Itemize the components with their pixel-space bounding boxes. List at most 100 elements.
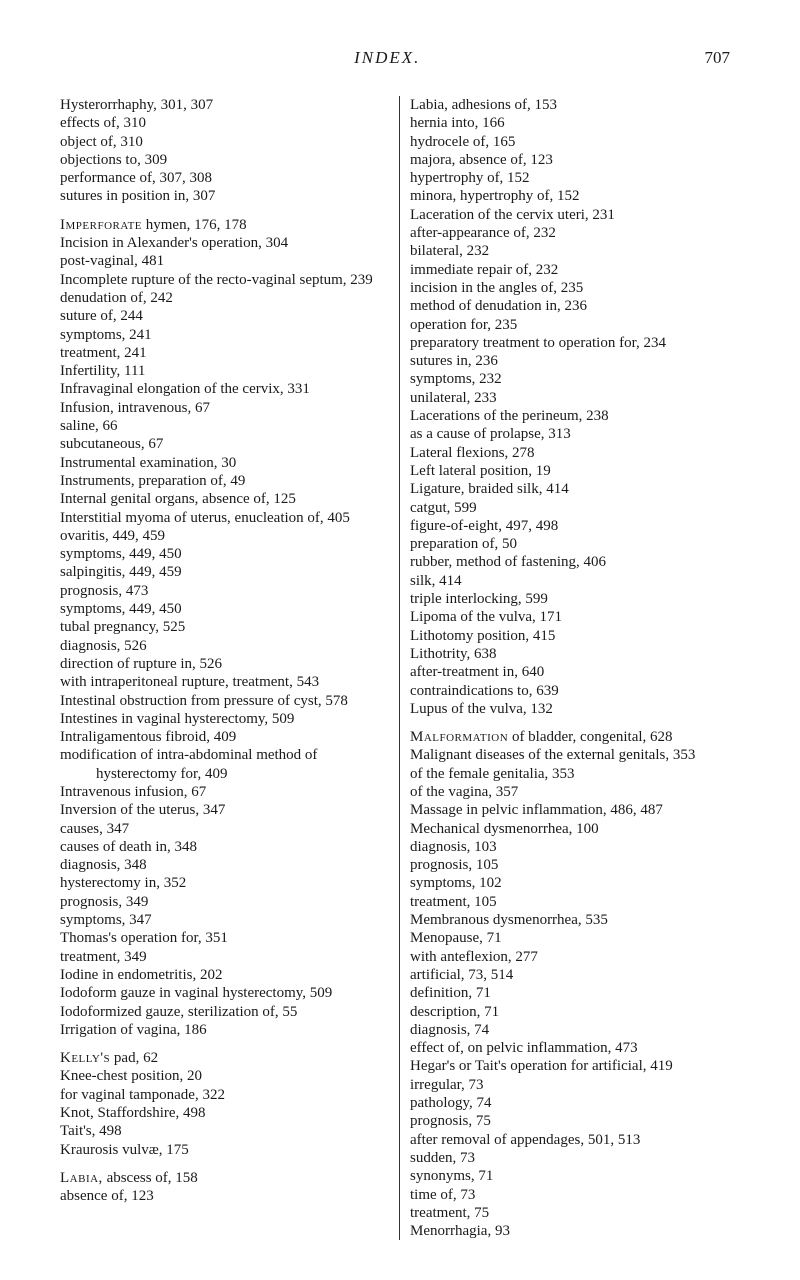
index-entry: Iodine in endometritis, 202 <box>60 966 393 984</box>
index-entry: Hegar's or Tait's operation for arti­fic… <box>410 1057 740 1075</box>
entry-text: hymen, 176, 178 <box>142 217 247 233</box>
index-entry: preparatory treatment to opera­tion for,… <box>410 334 740 352</box>
index-entry: Ligature, braided silk, 414 <box>410 480 740 498</box>
index-entry: Instrumental examination, 30 <box>60 454 393 472</box>
index-entry: time of, 73 <box>410 1186 740 1204</box>
index-entry: method of denudation in, 236 <box>410 297 740 315</box>
index-entry: pathology, 74 <box>410 1094 740 1112</box>
index-entry: Intestines in vaginal hysterectomy, 509 <box>60 710 393 728</box>
index-entry: diagnosis, 348 <box>60 856 393 874</box>
entry-lead: Labia, <box>60 1170 103 1186</box>
index-entry: Mechanical dysmenorrhea, 100 <box>410 820 740 838</box>
index-entry: sudden, 73 <box>410 1149 740 1167</box>
entry-lead: Malformation <box>410 729 508 745</box>
index-entry: treatment, 105 <box>410 893 740 911</box>
section-gap <box>60 1039 393 1049</box>
index-entry: hysterectomy in, 352 <box>60 874 393 892</box>
index-entry: prognosis, 75 <box>410 1112 740 1130</box>
index-entry: Membranous dysmenorrhea, 535 <box>410 911 740 929</box>
entry-text: abscess of, 158 <box>103 1170 198 1186</box>
index-entry: unilateral, 233 <box>410 389 740 407</box>
index-entry: salpingitis, 449, 459 <box>60 563 393 581</box>
index-entry: symptoms, 449, 450 <box>60 600 393 618</box>
index-entry: symptoms, 102 <box>410 874 740 892</box>
index-entry: Massage in pelvic inflammation, 486, 487 <box>410 801 740 819</box>
index-entry: contraindications to, 639 <box>410 682 740 700</box>
index-entry: Infusion, intravenous, 67 <box>60 399 393 417</box>
index-entry: denudation of, 242 <box>60 289 393 307</box>
index-entry: synonyms, 71 <box>410 1167 740 1185</box>
index-entry: Knot, Staffordshire, 498 <box>60 1104 393 1122</box>
index-entry: Knee-chest position, 20 <box>60 1067 393 1085</box>
index-entry: minora, hypertrophy of, 152 <box>410 187 740 205</box>
index-entry: ovaritis, 449, 459 <box>60 527 393 545</box>
index-entry: Left lateral position, 19 <box>410 462 740 480</box>
index-entry: rubber, method of fastening, 406 <box>410 553 740 571</box>
index-entry: of the female genitalia, 353 <box>410 765 740 783</box>
header-page-number: 707 <box>705 48 731 68</box>
index-entry: effects of, 310 <box>60 114 393 132</box>
index-entry: irregular, 73 <box>410 1076 740 1094</box>
index-page: INDEX. 707 Hysterorrhaphy, 301, 307effec… <box>0 0 800 1280</box>
index-entry: diagnosis, 526 <box>60 637 393 655</box>
index-entry: subcutaneous, 67 <box>60 435 393 453</box>
index-entry: triple interlocking, 599 <box>410 590 740 608</box>
index-entry: saline, 66 <box>60 417 393 435</box>
section-gap <box>60 206 393 216</box>
index-entry: effect of, on pelvic inflammation, 473 <box>410 1039 740 1057</box>
index-entry: Incision in Alexander's operation, 304 <box>60 234 393 252</box>
index-entry: Lipoma of the vulva, 171 <box>410 608 740 626</box>
index-entry: prognosis, 349 <box>60 893 393 911</box>
index-entry: Kraurosis vulvæ, 175 <box>60 1141 393 1159</box>
index-entry: Infertility, 111 <box>60 362 393 380</box>
index-entry: hernia into, 166 <box>410 114 740 132</box>
index-entry: Lacerations of the perineum, 238 <box>410 407 740 425</box>
index-entry: causes, 347 <box>60 820 393 838</box>
index-entry: Lupus of the vulva, 132 <box>410 700 740 718</box>
index-entry: operation for, 235 <box>410 316 740 334</box>
index-entry: Thomas's operation for, 351 <box>60 929 393 947</box>
index-entry: performance of, 307, 308 <box>60 169 393 187</box>
index-entry: Labia, abscess of, 158 <box>60 1169 393 1187</box>
entry-lead: Imperforate <box>60 217 142 233</box>
index-entry: Intraligamentous fibroid, 409 <box>60 728 393 746</box>
index-columns: Hysterorrhaphy, 301, 307effects of, 310o… <box>60 96 740 1240</box>
index-entry: symptoms, 232 <box>410 370 740 388</box>
index-entry: Iodoformized gauze, sterilization of, 55 <box>60 1003 393 1021</box>
index-entry: after-treatment in, 640 <box>410 663 740 681</box>
index-entry: bilateral, 232 <box>410 242 740 260</box>
index-entry: diagnosis, 74 <box>410 1021 740 1039</box>
index-entry: after-appearance of, 232 <box>410 224 740 242</box>
index-entry: object of, 310 <box>60 133 393 151</box>
index-entry: prognosis, 105 <box>410 856 740 874</box>
header-title: INDEX. <box>70 48 705 68</box>
index-entry: Lithotomy position, 415 <box>410 627 740 645</box>
index-entry: Lithotrity, 638 <box>410 645 740 663</box>
index-entry: for vaginal tamponade, 322 <box>60 1086 393 1104</box>
index-entry: Imperforate hymen, 176, 178 <box>60 216 393 234</box>
index-entry: sutures in position in, 307 <box>60 187 393 205</box>
index-entry: Malignant diseases of the external genit… <box>410 746 740 764</box>
index-entry: symptoms, 347 <box>60 911 393 929</box>
index-entry: Menopause, 71 <box>410 929 740 947</box>
section-gap <box>410 718 740 728</box>
index-entry: majora, absence of, 123 <box>410 151 740 169</box>
index-entry: objections to, 309 <box>60 151 393 169</box>
index-entry: with anteflexion, 277 <box>410 948 740 966</box>
index-entry: figure-of-eight, 497, 498 <box>410 517 740 535</box>
index-entry: Tait's, 498 <box>60 1122 393 1140</box>
index-entry: diagnosis, 103 <box>410 838 740 856</box>
index-entry: prognosis, 473 <box>60 582 393 600</box>
index-entry: direction of rupture in, 526 <box>60 655 393 673</box>
index-entry: catgut, 599 <box>410 499 740 517</box>
section-gap <box>60 1159 393 1169</box>
index-entry: artificial, 73, 514 <box>410 966 740 984</box>
index-entry: Inversion of the uterus, 347 <box>60 801 393 819</box>
index-entry: symptoms, 241 <box>60 326 393 344</box>
entry-lead: Kelly's <box>60 1050 110 1066</box>
index-entry: description, 71 <box>410 1003 740 1021</box>
index-entry: Malformation of bladder, congenital, 628 <box>410 728 740 746</box>
index-entry: suture of, 244 <box>60 307 393 325</box>
right-column: Labia, adhesions of, 153hernia into, 166… <box>400 96 740 1240</box>
left-column: Hysterorrhaphy, 301, 307effects of, 310o… <box>60 96 400 1240</box>
